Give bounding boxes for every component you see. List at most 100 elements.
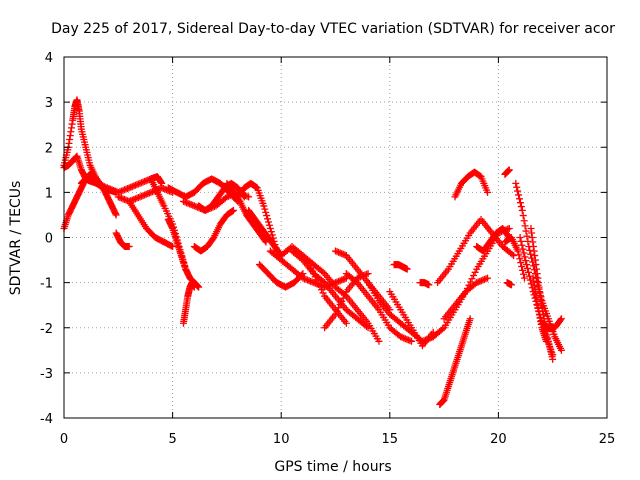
- data-point: [335, 304, 343, 312]
- data-point: [505, 224, 513, 232]
- data-point: [468, 275, 476, 283]
- series-prn-ad: [416, 279, 433, 289]
- data-point: [470, 272, 478, 280]
- data-point: [425, 281, 433, 289]
- x-tick-label: 15: [382, 432, 399, 447]
- data-point: [557, 315, 565, 323]
- series-prn-ah: [440, 274, 492, 323]
- data-point: [523, 261, 531, 269]
- x-tick-label: 25: [599, 432, 616, 447]
- series-prn-z: [342, 270, 416, 345]
- data-point: [260, 202, 268, 210]
- data-point: [520, 274, 528, 282]
- x-tick-label: 5: [168, 432, 176, 447]
- data-point: [517, 259, 525, 267]
- data-point: [484, 188, 492, 196]
- series-prn-k: [179, 279, 198, 327]
- data-point: [508, 250, 516, 258]
- data-point: [333, 307, 341, 315]
- data-point: [516, 199, 524, 207]
- data-point: [518, 263, 526, 271]
- y-tick-label: -1: [40, 277, 53, 292]
- data-point: [527, 250, 535, 258]
- data-point: [319, 268, 327, 276]
- data-point: [316, 282, 324, 290]
- y-tick-label: 2: [45, 141, 53, 156]
- series-prn-ae: [436, 315, 474, 408]
- x-tick-label: 0: [60, 432, 68, 447]
- data-point: [268, 231, 276, 239]
- data-point: [319, 289, 327, 297]
- data-point: [265, 221, 273, 229]
- y-tick-label: -2: [40, 322, 53, 337]
- data-point: [523, 232, 531, 240]
- data-point: [264, 215, 272, 223]
- data-point: [515, 195, 523, 203]
- data-point: [515, 251, 523, 259]
- data-point: [267, 228, 275, 236]
- data-point: [471, 268, 479, 276]
- data-point: [263, 212, 271, 220]
- y-tick-label: -4: [40, 412, 53, 427]
- y-tick-label: 0: [45, 232, 53, 247]
- data-point: [229, 206, 237, 214]
- data-point: [505, 166, 513, 174]
- series-prn-n: [190, 206, 237, 255]
- data-point: [519, 212, 527, 220]
- data-point: [520, 217, 528, 225]
- data-point: [484, 274, 492, 282]
- data-point: [517, 237, 525, 245]
- data-point: [439, 325, 447, 333]
- data-point: [514, 187, 522, 195]
- data-point: [266, 224, 274, 232]
- data-point: [318, 286, 326, 294]
- series-prn-f: [93, 173, 166, 196]
- x-tick-label: 20: [490, 432, 507, 447]
- data-point: [522, 227, 530, 235]
- data-point: [375, 337, 383, 345]
- data-point: [549, 355, 557, 363]
- data-point: [519, 266, 527, 274]
- data-point: [525, 272, 533, 280]
- data-point: [364, 270, 372, 278]
- x-axis-label: GPS time / hours: [274, 459, 391, 475]
- data-point: [466, 315, 474, 323]
- data-point: [524, 268, 532, 276]
- data-point: [190, 283, 198, 291]
- data-point: [516, 234, 524, 241]
- series-prn-l: [164, 175, 242, 205]
- data-point: [522, 257, 530, 265]
- data-point: [319, 277, 327, 285]
- series-prn-ar: [501, 234, 528, 282]
- series-prn-ag: [434, 215, 518, 287]
- data-point: [261, 205, 269, 213]
- data-point: [507, 281, 515, 289]
- data-point: [342, 319, 350, 327]
- series-prn-s: [255, 261, 307, 291]
- data-point: [520, 270, 528, 278]
- y-tick-label: 3: [45, 96, 53, 111]
- y-tick-label: 4: [45, 51, 53, 66]
- series-prn-e: [112, 229, 133, 251]
- series-prn-al: [503, 279, 515, 289]
- data-point: [513, 183, 521, 191]
- data-point: [408, 337, 416, 345]
- series-prn-p: [223, 179, 270, 246]
- y-tick-label: -3: [40, 367, 53, 382]
- series-prn-h: [125, 197, 177, 251]
- data-point: [336, 301, 344, 309]
- y-axis-label: SDTVAR / TECUs: [8, 181, 24, 296]
- data-point: [521, 222, 529, 230]
- series-prn-ak: [501, 166, 513, 178]
- data-point: [556, 316, 564, 324]
- series-prn-aq: [529, 274, 550, 345]
- data-point: [521, 253, 529, 261]
- data-point: [518, 206, 526, 214]
- series-prn-r: [245, 206, 285, 260]
- data-point: [338, 297, 346, 305]
- data-point: [112, 211, 120, 219]
- data-points: [60, 96, 565, 408]
- data-point: [125, 243, 133, 251]
